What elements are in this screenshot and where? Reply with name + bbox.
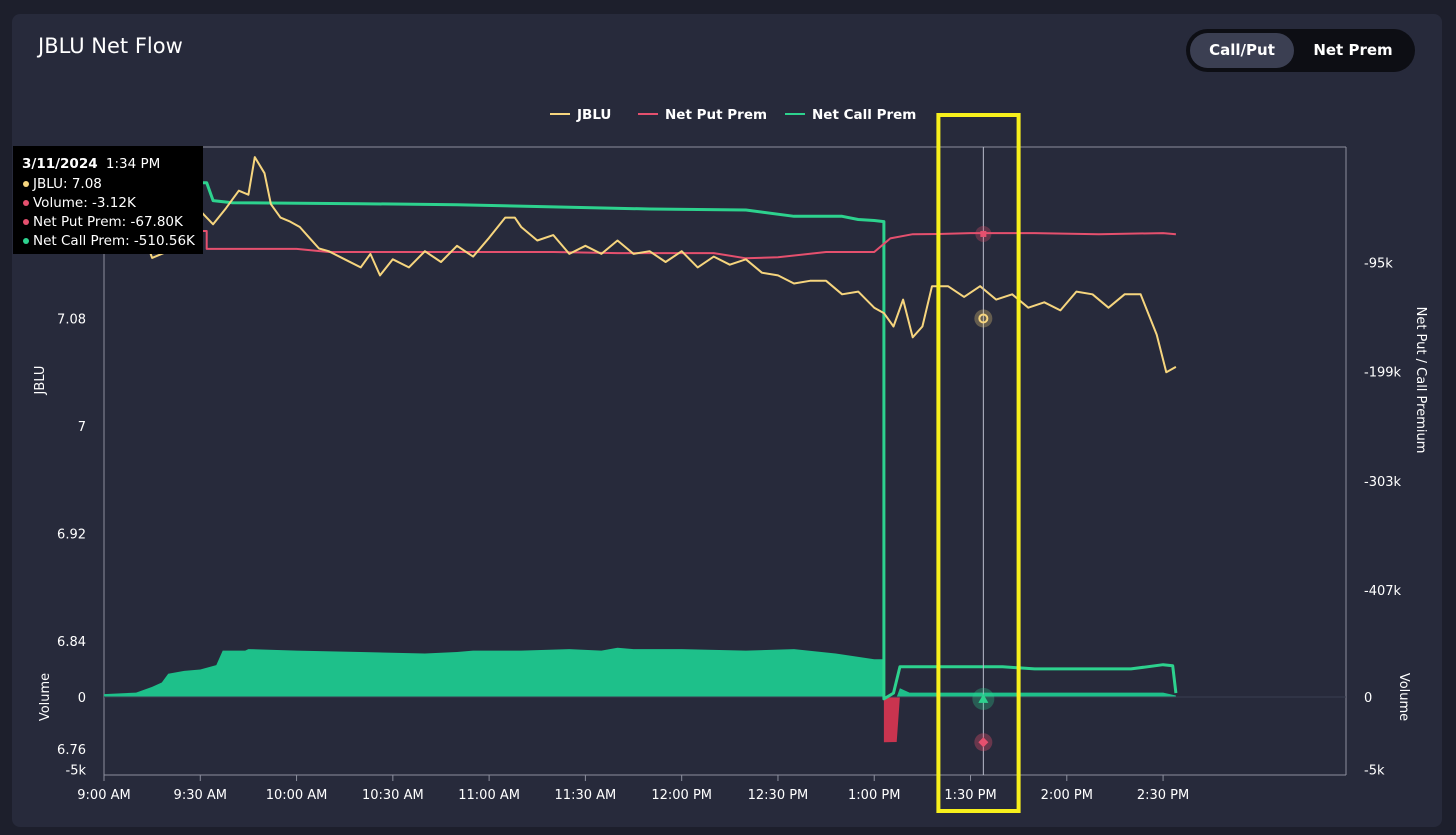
x-tick-label: 2:00 PM: [1041, 788, 1093, 803]
chart-title: JBLU Net Flow: [38, 34, 183, 58]
volume-tick-label-right: -5k: [1364, 764, 1385, 779]
tooltip-dot-volume: [23, 200, 29, 206]
right-tick-label: -303k: [1364, 475, 1402, 490]
chart-legend: JBLU Net Put Prem Net Call Prem: [550, 107, 916, 123]
left-tick-label: 6.92: [57, 528, 86, 543]
volume-tick-label-left: 0: [78, 691, 86, 706]
x-tick-label: 1:30 PM: [944, 788, 996, 803]
right-tick-label: -95k: [1364, 257, 1393, 272]
net-call-marker: [978, 693, 989, 703]
tooltip-time: 1:34 PM: [106, 156, 160, 172]
legend-label-net-call: Net Call Prem: [812, 107, 916, 123]
left-axis-title: JBLU: [33, 366, 48, 396]
volume-tick-label-left: -5k: [66, 764, 87, 779]
x-tick-label: 9:00 AM: [77, 788, 130, 803]
x-tick-label: 11:00 AM: [458, 788, 520, 803]
jblu-marker: [978, 313, 989, 324]
view-toggle: Call/Put Net Prem: [1186, 29, 1415, 72]
x-tick-label: 2:30 PM: [1137, 788, 1189, 803]
jblu-marker-halo: [974, 309, 993, 328]
tooltip-row-jblu: JBLU: 7.08: [32, 176, 102, 192]
x-tick-label: 1:00 PM: [848, 788, 900, 803]
tooltip-dot-net-call: [23, 238, 29, 244]
volume-negative-area: [104, 697, 1176, 743]
tooltip-background: [13, 146, 203, 254]
right-tick-label: -199k: [1364, 366, 1402, 381]
left-tick-label: 7.08: [57, 312, 86, 327]
tooltip-date: 3/11/2024: [22, 156, 98, 172]
right-tick-label: -407k: [1364, 584, 1402, 599]
x-tick-label: 9:30 AM: [174, 788, 227, 803]
net-prem-toggle-button[interactable]: Net Prem: [1313, 41, 1393, 59]
volume-marker: [978, 737, 989, 748]
tooltip-dot-net-put: [23, 219, 29, 225]
highlight-box: [936, 113, 1021, 813]
volume-positive-area: [104, 647, 1176, 697]
tooltip-dot-jblu: [23, 181, 29, 187]
net-put-marker: [980, 230, 987, 237]
x-tick-label: 12:30 PM: [748, 788, 809, 803]
tooltip: 3/11/2024 1:34 PM JBLU: 7.08 Volume: -3.…: [13, 146, 203, 254]
tooltip-row-net-call: Net Call Prem: -510.56K: [33, 233, 196, 249]
legend-label-net-put: Net Put Prem: [665, 107, 767, 123]
x-tick-label: 10:30 AM: [362, 788, 424, 803]
x-tick-label: 10:00 AM: [266, 788, 328, 803]
x-tick-label: 11:30 AM: [555, 788, 617, 803]
x-tick-label: 12:00 PM: [651, 788, 712, 803]
tooltip-row-net-put: Net Put Prem: -67.80K: [33, 214, 184, 230]
svg-text:3/11/2024 1:34 PM: 3/11/2024 1:34 PM: [22, 156, 160, 172]
tooltip-row-volume: Volume: -3.12K: [33, 195, 137, 211]
net-put-prem-line: [103, 226, 1176, 260]
volume-axis-title-left: Volume: [38, 673, 53, 721]
volume-axis-title-right: Volume: [1396, 673, 1411, 721]
net-call-prem-line: [104, 178, 1178, 701]
legend-label-jblu: JBLU: [576, 107, 611, 123]
left-tick-label: 7: [78, 420, 86, 435]
volume-tick-label-right: 0: [1364, 691, 1372, 706]
left-tick-label: 6.76: [57, 743, 86, 758]
left-tick-label: 6.84: [57, 635, 86, 650]
right-axis-title: Net Put / Call Premium: [1413, 307, 1428, 454]
call-put-toggle-button[interactable]: Call/Put: [1190, 33, 1294, 68]
jblu-price-line: [103, 156, 1177, 374]
